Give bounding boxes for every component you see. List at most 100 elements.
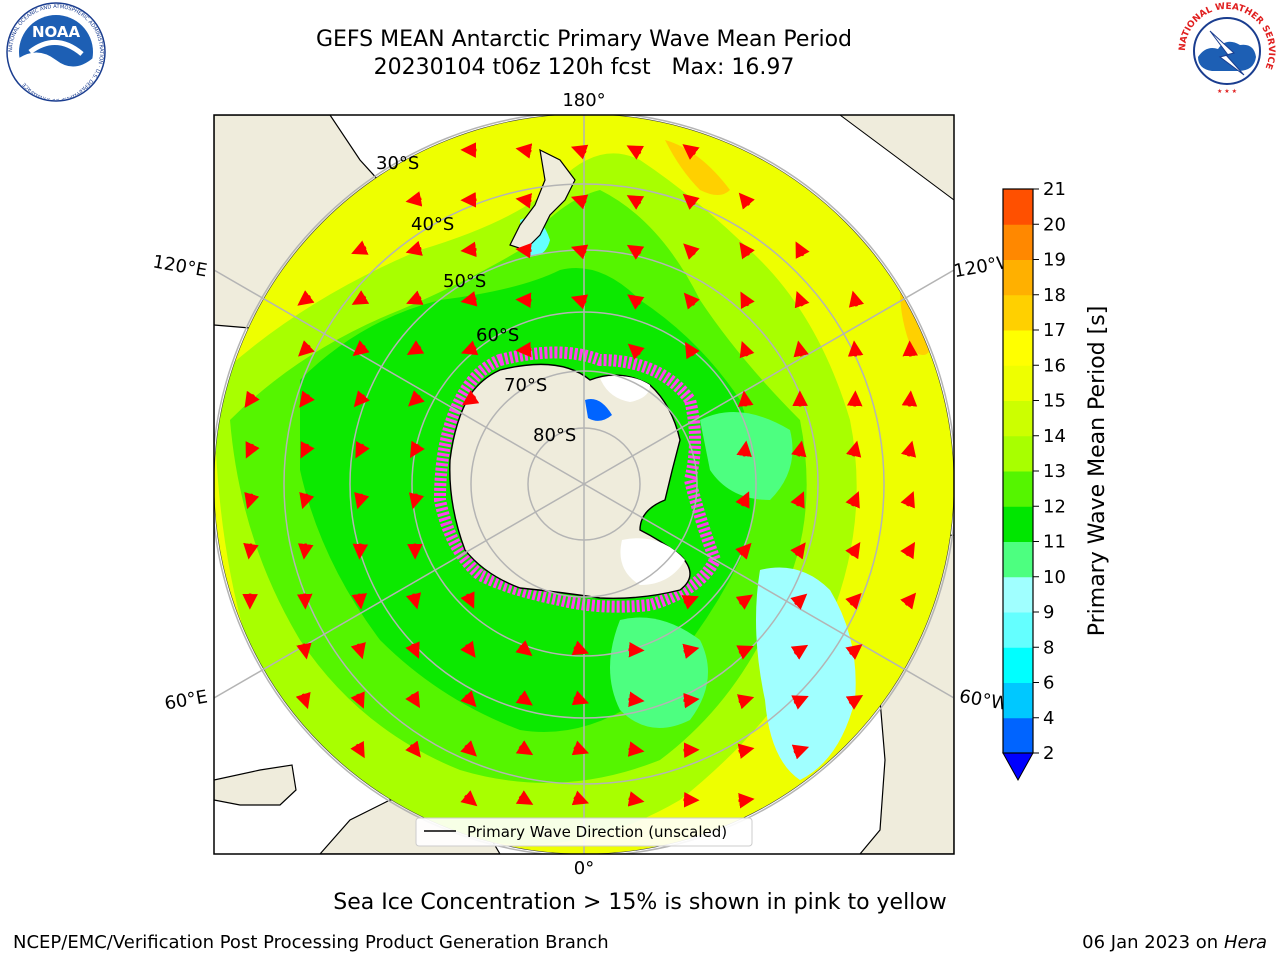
ice-shelf-weddell bbox=[620, 538, 685, 585]
wave-arrow bbox=[735, 542, 752, 560]
field-band-16 bbox=[665, 140, 730, 195]
wave-arrow bbox=[296, 642, 312, 660]
chart-subtitle: 20230104 t06z 120h fcst Max: 16.97 bbox=[373, 55, 795, 80]
wave-arrow bbox=[405, 690, 421, 709]
wave-arrow bbox=[571, 690, 590, 706]
wave-arrow bbox=[297, 290, 315, 306]
wave-arrow bbox=[683, 692, 700, 709]
legend-label: Primary Wave Direction (unscaled) bbox=[467, 823, 727, 841]
wave-arrow bbox=[405, 191, 423, 207]
colorbar-segment bbox=[1003, 576, 1033, 613]
colorbar-segment bbox=[1003, 647, 1033, 683]
wave-arrow bbox=[790, 593, 808, 610]
colorbar-tick-label: 21 bbox=[1043, 180, 1066, 200]
colorbar-segment bbox=[1003, 612, 1033, 648]
colorbar-tick-label: 9 bbox=[1043, 602, 1054, 623]
graticule bbox=[214, 115, 954, 854]
wave-arrow bbox=[846, 440, 862, 458]
noaa-logo-text: NOAA bbox=[32, 23, 81, 41]
wave-arrow bbox=[902, 340, 919, 357]
wave-arrow bbox=[297, 543, 314, 560]
wave-arrow bbox=[244, 491, 260, 510]
colorbar-tick-label: 18 bbox=[1043, 285, 1066, 306]
colorbar-segment bbox=[1003, 224, 1033, 260]
wave-arrow bbox=[515, 242, 532, 259]
field-band-low-sa bbox=[756, 567, 856, 780]
wave-arrow bbox=[460, 790, 478, 807]
wave-arrow bbox=[460, 340, 479, 356]
lat-label-70s: 70°S bbox=[504, 375, 547, 396]
wave-arrow bbox=[901, 390, 918, 407]
wave-arrow bbox=[738, 390, 754, 407]
wave-arrow bbox=[515, 341, 532, 358]
map-legend: Primary Wave Direction (unscaled) bbox=[415, 817, 753, 847]
wave-arrow bbox=[626, 145, 644, 160]
wave-arrow bbox=[683, 243, 700, 260]
colorbar-label: Primary Wave Mean Period [s] bbox=[1085, 306, 1110, 637]
colorbar-tick-label: 15 bbox=[1043, 391, 1066, 412]
wave-arrow bbox=[627, 294, 645, 310]
wave-arrow bbox=[351, 593, 367, 610]
wave-arrow bbox=[738, 792, 755, 809]
wave-arrow bbox=[845, 542, 861, 560]
colorbar-tick-label: 8 bbox=[1043, 637, 1054, 658]
wave-arrow bbox=[515, 740, 534, 756]
lon-label-180: 180° bbox=[562, 90, 605, 111]
land-madagascar bbox=[214, 764, 297, 806]
wave-arrow bbox=[243, 542, 259, 560]
colorbar-tick-label: 14 bbox=[1043, 426, 1066, 447]
wave-arrow bbox=[736, 645, 754, 660]
colorbar-segment bbox=[1003, 435, 1033, 472]
meridian-120w bbox=[583, 269, 954, 485]
wave-arrow bbox=[460, 740, 477, 757]
colorbar-tick-label: 12 bbox=[1043, 496, 1066, 517]
colorbar-tick-label: 2 bbox=[1043, 743, 1054, 764]
meridian-120e bbox=[214, 269, 585, 485]
wave-arrow bbox=[845, 593, 862, 610]
colorbar-segment bbox=[1003, 294, 1033, 331]
lat-label-80s: 80°S bbox=[533, 425, 576, 446]
wave-arrow bbox=[735, 491, 750, 509]
wave-arrow bbox=[515, 143, 533, 159]
svg-text:★ ★ ★: ★ ★ ★ bbox=[1217, 88, 1237, 95]
wave-arrow bbox=[462, 390, 480, 406]
wave-arrow bbox=[736, 440, 752, 458]
wave-arrow bbox=[354, 492, 370, 510]
wave-arrow bbox=[791, 744, 810, 760]
colorbar-tick-label: 4 bbox=[1043, 708, 1054, 729]
wave-arrow bbox=[735, 594, 753, 610]
wave-arrow bbox=[684, 341, 700, 360]
sea-ice-ross-blue bbox=[585, 399, 612, 421]
colorbar-tick-label: 6 bbox=[1043, 673, 1054, 694]
wave-arrow bbox=[628, 691, 645, 708]
colorbar: 2 4 6 8 9 10 11 12 13 14 15 16 17 18 19 20 21 Primary Wa… bbox=[1002, 180, 1110, 782]
colorbar-segments bbox=[1003, 189, 1033, 754]
wave-arrow bbox=[350, 691, 365, 709]
wave-arrow bbox=[795, 241, 810, 259]
wave-arrow bbox=[571, 790, 590, 806]
wave-arrow bbox=[845, 694, 864, 710]
colorbar-segment bbox=[1003, 682, 1033, 719]
colorbar-segment bbox=[1003, 717, 1033, 754]
nws-logo-icon: NATIONAL WEATHER SERVICE ★ ★ ★ bbox=[1178, 2, 1276, 100]
lon-label-120e: 120°E bbox=[151, 251, 209, 281]
colorbar-tick-label: 13 bbox=[1043, 461, 1066, 482]
wave-arrow bbox=[628, 641, 645, 658]
colorbar-segment bbox=[1003, 365, 1033, 401]
wave-arrow bbox=[845, 644, 863, 660]
wave-arrow bbox=[515, 790, 534, 805]
wave-arrow bbox=[296, 593, 313, 610]
wave-arrow bbox=[405, 740, 421, 758]
wave-arrow bbox=[846, 390, 863, 407]
wave-arrow bbox=[736, 694, 755, 710]
colorbar-tick-label: 11 bbox=[1043, 532, 1066, 553]
wave-arrow bbox=[682, 193, 700, 210]
wave-arrow bbox=[848, 290, 865, 308]
colorbar-segment bbox=[1003, 259, 1033, 296]
wave-arrow bbox=[627, 791, 645, 807]
wave-arrow bbox=[740, 291, 755, 309]
wave-arrow bbox=[627, 343, 645, 360]
wave-arrow bbox=[460, 291, 478, 307]
footer-date: 06 Jan 2023 on Hera bbox=[1082, 932, 1267, 953]
wave-arrow bbox=[793, 340, 809, 358]
